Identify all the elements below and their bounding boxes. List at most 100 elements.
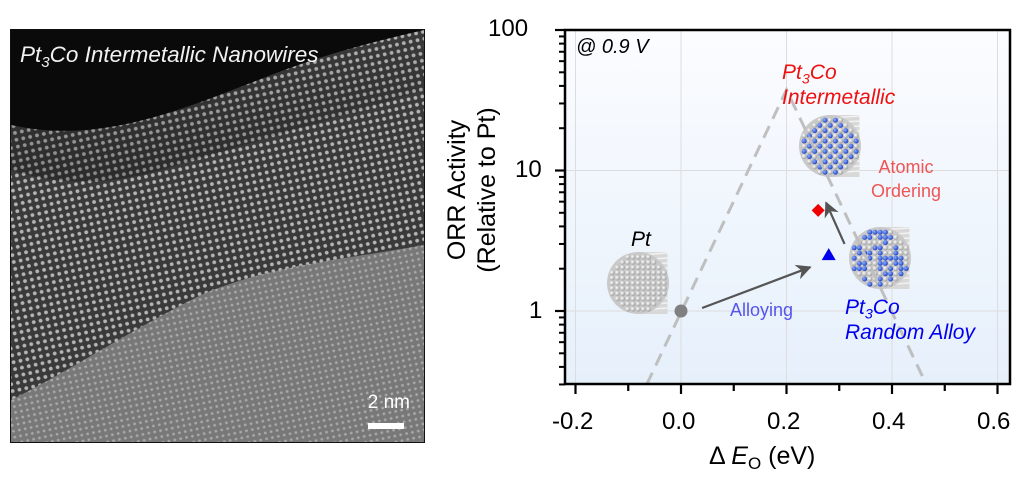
atom <box>822 143 828 149</box>
x-tick-label-0.2: 0.2 <box>767 408 801 435</box>
atom <box>620 296 626 302</box>
atom <box>843 164 849 170</box>
atom <box>888 240 894 246</box>
atom <box>651 301 657 307</box>
atom <box>838 148 844 154</box>
atom <box>903 255 909 261</box>
atom <box>853 133 859 139</box>
atom <box>827 154 833 160</box>
y-tick-label-1: 1 <box>529 297 543 324</box>
atom <box>867 281 873 287</box>
atom <box>640 301 646 307</box>
atom <box>651 275 657 281</box>
atom <box>838 133 844 139</box>
atom <box>888 276 894 282</box>
atom <box>625 275 631 281</box>
atom <box>812 159 818 165</box>
atom <box>851 245 857 251</box>
atom <box>867 271 873 277</box>
atom <box>903 266 909 272</box>
atom <box>838 138 844 144</box>
atom <box>872 240 878 246</box>
atom <box>630 306 636 312</box>
atom <box>888 245 894 251</box>
atom <box>630 265 636 271</box>
atom <box>812 122 818 128</box>
atom <box>625 301 631 307</box>
atom <box>614 270 620 276</box>
atom <box>812 148 818 154</box>
atom <box>872 255 878 261</box>
atom <box>656 296 662 302</box>
atom <box>867 245 873 251</box>
x-axis-title: Δ EO (eV) <box>709 442 816 474</box>
atom <box>614 291 620 297</box>
atom <box>822 169 828 175</box>
atom <box>898 260 904 266</box>
atom <box>872 250 878 256</box>
label-random-alloy: Pt3Co Random Alloy <box>845 296 975 344</box>
atom <box>806 143 812 149</box>
atom <box>843 133 849 139</box>
marker-pt <box>674 304 688 318</box>
atom <box>856 271 862 277</box>
atom <box>620 270 626 276</box>
atom <box>614 296 620 302</box>
atom <box>656 265 662 271</box>
atom <box>893 266 899 272</box>
atom <box>862 260 868 266</box>
atom <box>898 240 904 246</box>
atom <box>625 306 631 312</box>
atom <box>640 285 646 291</box>
atom <box>848 133 854 139</box>
atom <box>827 164 833 170</box>
tem-title: Pt3Co Intermetallic Nanowires <box>20 42 319 71</box>
atom <box>838 169 844 175</box>
atom <box>888 250 894 256</box>
atom <box>903 245 909 251</box>
atom <box>635 306 641 312</box>
atom <box>862 266 868 272</box>
atom <box>635 301 641 307</box>
atom <box>877 234 883 240</box>
atom <box>862 234 868 240</box>
atom <box>853 143 859 149</box>
atom <box>817 143 823 149</box>
y-tick-label-10: 10 <box>515 156 542 183</box>
atom <box>635 265 641 271</box>
atom <box>827 133 833 139</box>
atom <box>812 154 818 160</box>
atom <box>848 143 854 149</box>
atom <box>898 255 904 261</box>
atom <box>630 296 636 302</box>
atom <box>620 301 626 307</box>
atom <box>640 270 646 276</box>
atom <box>640 265 646 271</box>
atom <box>843 122 849 128</box>
intermetallic-nanowire-icon <box>799 115 861 177</box>
atom <box>893 240 899 246</box>
atom <box>646 301 652 307</box>
atom <box>801 133 807 139</box>
atom <box>646 285 652 291</box>
atom <box>822 154 828 160</box>
atom <box>651 280 657 286</box>
atom <box>640 280 646 286</box>
atom <box>817 169 823 175</box>
atom <box>817 138 823 144</box>
atom <box>851 250 857 256</box>
atom <box>888 255 894 261</box>
atom <box>877 229 883 235</box>
atom <box>882 229 888 235</box>
atom <box>882 245 888 251</box>
atom <box>848 138 854 144</box>
chart-svg <box>555 28 1012 394</box>
atom <box>827 159 833 165</box>
atom <box>625 265 631 271</box>
atom <box>856 255 862 261</box>
atom <box>898 271 904 277</box>
random-alloy-nanowire-icon <box>849 227 911 289</box>
atom <box>838 154 844 160</box>
atom <box>862 245 868 251</box>
atom <box>827 117 833 123</box>
